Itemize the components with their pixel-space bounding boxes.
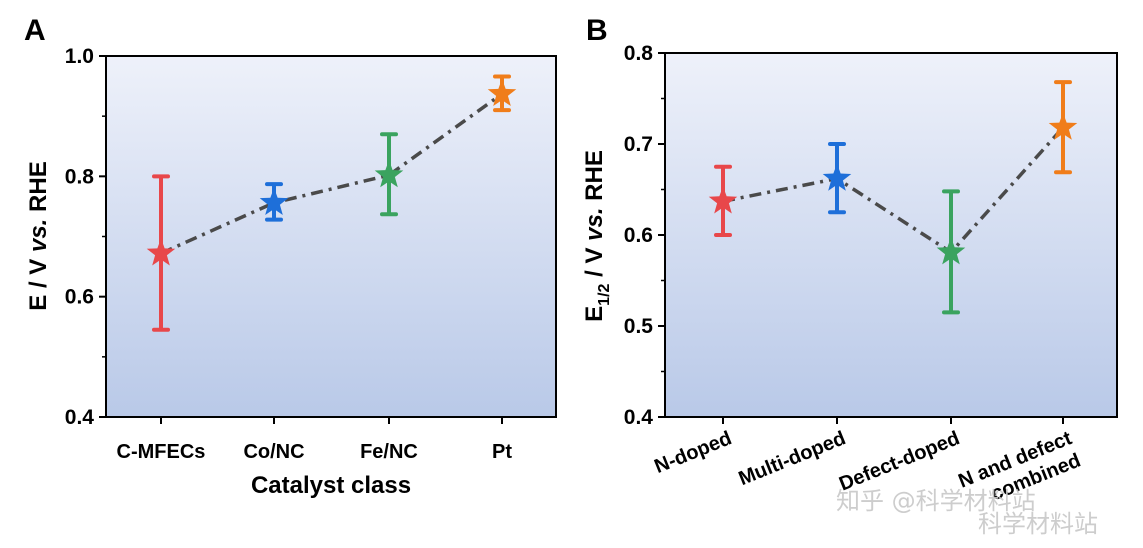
- panel-a-y-tick-label: 0.6: [65, 286, 94, 309]
- panel-a-y-axis: 0.4 0.6 0.8 1.0: [65, 45, 106, 429]
- panel-b-x-tick-label: Multi-doped: [736, 427, 849, 490]
- panel-b-y-title-part5: RHE: [581, 150, 608, 207]
- panel-a-x-tick-label: Pt: [492, 441, 512, 463]
- panel-b-y-title-vs: vs.: [581, 208, 608, 241]
- panel-a-x-tick-label: C-MFECs: [117, 441, 206, 463]
- panel-b-y-title-e: E: [581, 306, 608, 322]
- panel-a-y-tick-label: 0.4: [65, 406, 95, 429]
- panel-a-chart: A 0.4 0.6 0.8 1.0 C-MFECs Co/NC Fe/NC Pt Catal…: [24, 14, 556, 499]
- panel-b-y-tick-label: 0.5: [624, 315, 654, 338]
- panel-a-x-axis: C-MFECs Co/NC Fe/NC Pt: [117, 417, 513, 463]
- panel-a-y-title-part1: E / V: [25, 252, 52, 311]
- panel-b-y-tick-label: 0.7: [624, 133, 653, 156]
- watermark: 知乎 @科学材料站 科学材料站: [836, 487, 1098, 538]
- panel-a-plot-area: [106, 56, 556, 417]
- panel-b-x-tick-label: Defect-doped: [836, 427, 963, 495]
- panel-b-y-tick-label: 0.8: [624, 42, 654, 65]
- panel-b-x-tick-label: N-doped: [651, 427, 734, 478]
- panel-b-y-axis-title: E1/2 / V vs. RHE: [581, 150, 613, 322]
- panel-a-x-tick-label: Co/NC: [243, 441, 304, 463]
- panel-b-letter: B: [586, 14, 608, 47]
- watermark-line2: 科学材料站: [978, 510, 1098, 538]
- panel-a-x-tick-label: Fe/NC: [360, 441, 418, 463]
- figure: A 0.4 0.6 0.8 1.0 C-MFECs Co/NC Fe/NC Pt Catal…: [0, 0, 1143, 548]
- panel-a-x-axis-title: Catalyst class: [251, 472, 411, 499]
- panel-a-y-tick-label: 0.8: [65, 165, 95, 188]
- panel-a-letter: A: [24, 14, 46, 47]
- panel-a-y-axis-title: E / V vs. RHE: [25, 161, 52, 310]
- panel-b-y-title-part3: / V: [581, 241, 608, 284]
- panel-b-chart: B 0.4 0.5 0.6 0.7 0.8 N-doped Multi-dopedDefe…: [581, 14, 1117, 515]
- panel-b-y-title-sub: 1/2: [596, 283, 613, 305]
- panel-b-y-tick-label: 0.6: [624, 224, 653, 247]
- panel-b-y-tick-label: 0.4: [624, 406, 654, 429]
- panel-a-y-title-vs: vs.: [25, 219, 52, 252]
- panel-b-y-axis: 0.4 0.5 0.6 0.7 0.8: [624, 42, 665, 429]
- panel-b-plot-area: [665, 53, 1117, 417]
- panel-a-y-title-part3: RHE: [25, 161, 52, 218]
- panel-a-y-tick-label: 1.0: [65, 45, 94, 68]
